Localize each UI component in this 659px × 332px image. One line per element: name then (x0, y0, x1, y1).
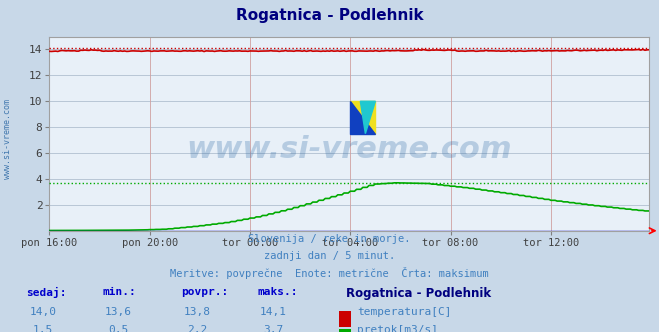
Text: povpr.:: povpr.: (181, 287, 229, 297)
Text: 2,2: 2,2 (188, 325, 208, 332)
Polygon shape (351, 101, 376, 134)
Text: 3,7: 3,7 (264, 325, 283, 332)
Text: temperatura[C]: temperatura[C] (357, 307, 451, 317)
Polygon shape (360, 101, 376, 134)
Text: 13,8: 13,8 (185, 307, 211, 317)
Text: min.:: min.: (102, 287, 136, 297)
Text: sedaj:: sedaj: (26, 287, 67, 298)
Text: maks.:: maks.: (257, 287, 297, 297)
Text: www.si-vreme.com: www.si-vreme.com (3, 100, 13, 179)
Text: 14,0: 14,0 (30, 307, 56, 317)
Text: Slovenija / reke in morje.: Slovenija / reke in morje. (248, 234, 411, 244)
Text: Rogatnica - Podlehnik: Rogatnica - Podlehnik (346, 287, 491, 300)
Text: zadnji dan / 5 minut.: zadnji dan / 5 minut. (264, 251, 395, 261)
Text: pretok[m3/s]: pretok[m3/s] (357, 325, 438, 332)
Text: 1,5: 1,5 (33, 325, 53, 332)
Text: Rogatnica - Podlehnik: Rogatnica - Podlehnik (236, 8, 423, 23)
Text: 13,6: 13,6 (105, 307, 132, 317)
Text: www.si-vreme.com: www.si-vreme.com (186, 135, 512, 164)
Text: 0,5: 0,5 (109, 325, 129, 332)
Polygon shape (351, 101, 376, 134)
Text: Meritve: povprečne  Enote: metrične  Črta: maksimum: Meritve: povprečne Enote: metrične Črta:… (170, 267, 489, 279)
Text: 14,1: 14,1 (260, 307, 287, 317)
